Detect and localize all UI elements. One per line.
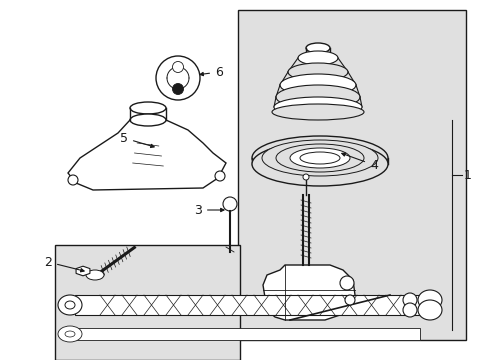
Circle shape <box>303 174 308 180</box>
Polygon shape <box>263 265 354 320</box>
Circle shape <box>345 295 354 305</box>
Ellipse shape <box>299 152 339 164</box>
Ellipse shape <box>251 142 387 186</box>
Ellipse shape <box>275 85 359 109</box>
Ellipse shape <box>130 102 165 114</box>
Circle shape <box>223 197 237 211</box>
Bar <box>75 295 419 315</box>
Ellipse shape <box>65 301 75 309</box>
Ellipse shape <box>130 114 165 126</box>
Ellipse shape <box>262 140 377 176</box>
Ellipse shape <box>305 43 329 53</box>
Ellipse shape <box>58 326 82 342</box>
Circle shape <box>68 175 78 185</box>
Text: 5: 5 <box>120 131 154 148</box>
Ellipse shape <box>287 63 347 81</box>
Ellipse shape <box>289 148 349 168</box>
Ellipse shape <box>271 104 363 120</box>
Polygon shape <box>68 120 225 190</box>
Ellipse shape <box>297 51 337 65</box>
Ellipse shape <box>275 144 363 172</box>
Text: 6: 6 <box>200 66 223 78</box>
Circle shape <box>172 62 183 72</box>
Bar <box>55 245 240 360</box>
Circle shape <box>215 171 224 181</box>
Ellipse shape <box>280 74 355 96</box>
Circle shape <box>402 293 416 307</box>
Ellipse shape <box>417 290 441 310</box>
Ellipse shape <box>305 53 329 63</box>
Bar <box>238 10 465 340</box>
Ellipse shape <box>273 97 361 117</box>
Text: 1: 1 <box>463 168 471 181</box>
Ellipse shape <box>417 300 441 320</box>
Circle shape <box>402 303 416 317</box>
Bar <box>75 328 419 340</box>
Text: 2: 2 <box>44 256 84 272</box>
Ellipse shape <box>86 270 104 280</box>
Text: 3: 3 <box>194 203 224 216</box>
Circle shape <box>172 84 183 95</box>
Polygon shape <box>76 266 90 276</box>
Ellipse shape <box>65 331 75 337</box>
Circle shape <box>156 56 200 100</box>
Text: 4: 4 <box>341 153 377 171</box>
Ellipse shape <box>58 295 82 315</box>
Circle shape <box>339 276 353 290</box>
Ellipse shape <box>251 136 387 180</box>
